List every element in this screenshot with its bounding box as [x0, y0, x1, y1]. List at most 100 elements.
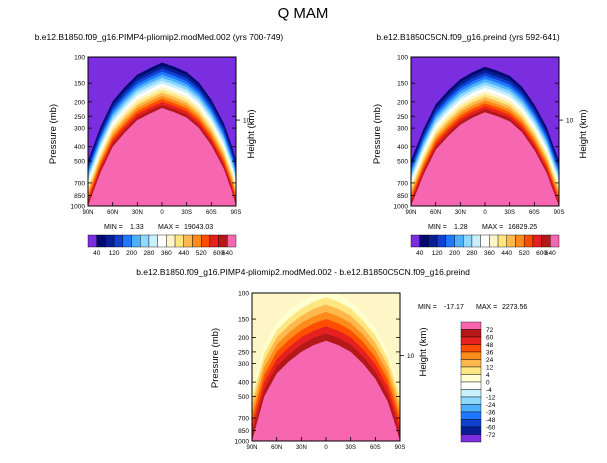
colorbar-box [460, 381, 482, 390]
colorbar-box [460, 404, 482, 413]
y2-axis-label: Height (km) [418, 327, 429, 376]
x-tick-label: 90S [231, 210, 242, 216]
y-axis-label: Pressure (mb) [372, 104, 383, 164]
y-tick-label: 150 [397, 81, 408, 88]
colorbar-box [96, 234, 106, 248]
x-tick-label: 60S [206, 210, 217, 216]
x-tick-label: 0 [160, 210, 164, 216]
colorbar-box [460, 344, 482, 353]
x-tick-label: 30N [132, 210, 143, 216]
x-tick-label: 90S [395, 445, 406, 451]
colorbar-label: 72 [486, 327, 494, 334]
colorbar-label: -24 [486, 402, 496, 409]
y-tick-label: 150 [74, 81, 85, 88]
panel-title: b.e12.B1850C5CN.f09_g16.preind (yrs 592-… [376, 32, 560, 42]
y-tick-label: 500 [397, 159, 408, 166]
colorbar-box [192, 234, 202, 248]
colorbar-label: -60 [486, 425, 496, 432]
y2-tick-label: 10 [407, 353, 415, 360]
contour-band [88, 108, 236, 206]
x-tick-label: 90N [246, 445, 257, 451]
y-tick-label: 700 [74, 180, 85, 187]
colorbar-label: 200 [449, 250, 460, 257]
colorbar-label: 360 [161, 250, 172, 257]
colorbar-box [541, 234, 551, 248]
panel-title: b.e12.B1850.f09_g16.PIMP4-pliomip2.modMe… [35, 32, 284, 42]
y-tick-label: 700 [397, 180, 408, 187]
colorbar-box [460, 374, 482, 383]
y-tick-label: 850 [397, 193, 408, 200]
plot-area [88, 57, 236, 206]
colorbar-label: 280 [467, 250, 478, 257]
y-tick-label: 150 [238, 317, 249, 324]
y-tick-label: 200 [397, 99, 408, 106]
x-tick-label: 90S [554, 210, 565, 216]
colorbar-label: -72 [486, 432, 496, 439]
colorbar-box [506, 234, 516, 248]
x-tick-label: 30N [455, 210, 466, 216]
colorbar-box [463, 234, 473, 248]
colorbar-box [550, 234, 560, 248]
x-tick-label: 60N [107, 210, 118, 216]
max-value: 2273.56 [502, 304, 527, 311]
y-tick-label: 200 [238, 335, 249, 342]
colorbar-label: 360 [484, 250, 495, 257]
y-axis-label: Pressure (mb) [48, 104, 59, 164]
colorbar-box [471, 234, 481, 248]
colorbar-box [227, 234, 237, 248]
colorbar-box [460, 396, 482, 405]
colorbar-label: 200 [126, 250, 137, 257]
colorbar-box [460, 434, 482, 443]
max-label: MAX = [482, 224, 503, 231]
y-tick-label: 100 [397, 55, 408, 62]
colorbar-label: 520 [196, 250, 207, 257]
y-axis-label: Pressure (mb) [210, 328, 221, 388]
colorbar-label: -36 [486, 410, 496, 417]
colorbar-box [200, 234, 211, 248]
colorbar-box [131, 234, 141, 248]
y-tick-label: 400 [238, 380, 249, 387]
colorbar-box [454, 234, 464, 248]
y-tick-label: 1000 [394, 204, 409, 211]
colorbar-box [460, 389, 482, 398]
colorbar-box [140, 234, 150, 248]
min-value: -17.17 [444, 304, 464, 311]
colorbar-box [460, 411, 482, 420]
colorbar-label: 600 [213, 250, 224, 257]
colorbar-label: 40 [416, 250, 424, 257]
panel-title: b.e12.B1850.f09_g16.PIMP4-pliomip2.modMe… [136, 267, 470, 277]
colorbar-label: 440 [178, 250, 189, 257]
colorbar-box [445, 234, 455, 248]
max-value: 19043.03 [184, 224, 213, 231]
x-tick-label: 30S [181, 210, 192, 216]
colorbar-box [460, 351, 482, 360]
colorbar-box [87, 234, 97, 248]
y2-tick-label: 10 [243, 118, 251, 125]
colorbar-box [460, 419, 482, 428]
colorbar-label: 120 [109, 250, 120, 257]
max-value: 16829.25 [508, 224, 537, 231]
y-tick-label: 850 [74, 193, 85, 200]
colorbar-box [460, 336, 482, 345]
colorbar-label: 24 [486, 357, 494, 364]
colorbar-label: 440 [501, 250, 512, 257]
y-tick-label: 1000 [71, 204, 86, 211]
colorbar-label: 4 [486, 372, 490, 379]
colorbar-box [480, 234, 490, 248]
colorbar-box [460, 329, 482, 338]
min-value: 1.33 [130, 224, 144, 231]
colorbar-label: -48 [486, 417, 496, 424]
colorbar-box [218, 234, 228, 248]
colorbar-box [497, 234, 507, 248]
y-tick-label: 400 [74, 144, 85, 151]
colorbar-label: 280 [144, 250, 155, 257]
colorbar-box [428, 234, 438, 248]
colorbar-box [489, 234, 499, 248]
colorbar-box [410, 234, 420, 248]
panel-preind: b.e12.B1850C5CN.f09_g16.preind (yrs 592-… [372, 32, 589, 257]
x-tick-label: 90N [405, 210, 416, 216]
y2-tick-label: 10 [566, 118, 574, 125]
colorbar-label: 40 [93, 250, 101, 257]
x-tick-label: 30S [504, 210, 515, 216]
